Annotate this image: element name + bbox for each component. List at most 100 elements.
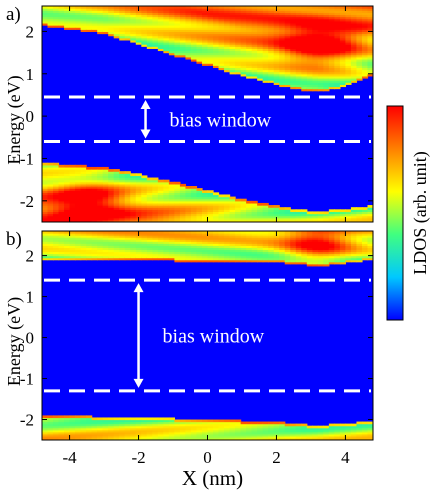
heatmap-cell xyxy=(257,215,264,219)
heatmap-cell xyxy=(240,198,247,202)
heatmap-cell xyxy=(130,417,137,421)
heatmap-cell xyxy=(207,42,214,45)
heatmap-cell xyxy=(91,435,98,439)
heatmap-cell xyxy=(141,423,148,427)
heatmap-cell xyxy=(240,67,247,71)
heatmap-cell xyxy=(80,20,87,24)
heatmap-cell xyxy=(163,205,170,208)
heatmap-cell xyxy=(196,249,203,253)
heatmap-cell xyxy=(69,196,76,200)
heatmap-cell xyxy=(218,200,225,204)
heatmap-cell xyxy=(185,190,192,193)
heatmap-cell xyxy=(69,183,76,187)
heatmap-cell xyxy=(152,257,159,261)
heatmap-cell xyxy=(279,48,286,52)
heatmap-cell xyxy=(168,253,175,257)
heatmap-cell xyxy=(323,52,330,56)
heatmap-cell xyxy=(207,50,214,54)
heatmap-cell xyxy=(224,25,231,28)
heatmap-cell xyxy=(328,219,335,222)
heatmap-cell xyxy=(306,255,313,259)
heatmap-cell xyxy=(235,239,242,242)
heatmap-cell xyxy=(279,73,286,77)
heatmap-cell xyxy=(58,194,65,198)
heatmap-cell xyxy=(207,243,214,246)
heatmap-cell xyxy=(130,10,137,13)
heatmap-cell xyxy=(268,237,275,240)
heatmap-cell xyxy=(174,42,181,45)
heatmap-cell xyxy=(229,50,236,54)
heatmap-cell xyxy=(119,173,126,177)
heatmap-cell xyxy=(268,54,275,58)
heatmap-cell xyxy=(135,431,142,435)
heatmap-cell xyxy=(190,241,198,244)
heatmap-cell xyxy=(179,50,187,54)
heatmap-cell xyxy=(323,217,330,221)
heatmap-cell xyxy=(157,37,164,41)
heatmap-cell xyxy=(58,16,65,20)
heatmap-cell xyxy=(262,249,269,253)
heatmap-cell xyxy=(295,75,302,79)
heatmap-cell xyxy=(124,173,131,177)
heatmap-cell xyxy=(350,431,358,435)
heatmap-cell xyxy=(157,431,164,435)
heatmap-cell xyxy=(240,200,247,204)
heatmap-cell xyxy=(157,205,164,208)
heatmap-cell xyxy=(317,46,324,49)
heatmap-cell xyxy=(91,247,98,251)
heatmap-cell xyxy=(262,69,269,73)
heatmap-cell xyxy=(53,235,60,238)
heatmap-cell xyxy=(251,437,258,440)
heatmap-cell xyxy=(367,50,373,54)
heatmap-cell xyxy=(119,435,126,439)
heatmap-cell xyxy=(268,10,275,13)
heatmap-cell xyxy=(273,14,280,18)
heatmap-cell xyxy=(108,10,115,13)
heatmap-cell xyxy=(257,259,264,263)
heatmap-cell xyxy=(235,433,242,437)
heatmap-cell xyxy=(174,181,181,185)
heatmap-cell xyxy=(350,22,358,26)
heatmap-cell xyxy=(350,12,358,16)
heatmap-cell xyxy=(361,6,369,9)
heatmap-cell xyxy=(295,423,302,427)
heatmap-cell xyxy=(146,417,153,421)
heatmap-cell xyxy=(213,27,220,30)
heatmap-cell xyxy=(179,431,187,435)
heatmap-cell xyxy=(218,259,225,263)
heatmap-cell xyxy=(284,25,291,28)
heatmap-cell xyxy=(97,215,104,219)
heatmap-cell xyxy=(240,69,247,73)
heatmap-cell xyxy=(240,18,247,22)
heatmap-cell xyxy=(185,433,192,437)
heatmap-cell xyxy=(213,427,220,431)
heatmap-cell xyxy=(367,25,373,28)
heatmap-cell xyxy=(196,20,203,24)
heatmap-cell xyxy=(80,237,87,240)
heatmap-cell xyxy=(262,253,269,257)
heatmap-cell xyxy=(213,235,220,238)
heatmap-cell xyxy=(218,205,225,208)
heatmap-cell xyxy=(246,253,253,257)
heatmap-cell xyxy=(317,237,324,240)
heatmap-cell xyxy=(75,433,82,437)
heatmap-cell xyxy=(229,198,236,202)
heatmap-cell xyxy=(58,18,65,22)
heatmap-cell xyxy=(47,192,54,196)
heatmap-cell xyxy=(108,239,115,242)
heatmap-cell xyxy=(174,46,181,49)
heatmap-cell xyxy=(339,213,347,217)
heatmap-cell xyxy=(279,253,286,257)
heatmap-cell xyxy=(113,235,120,238)
heatmap-cell xyxy=(47,235,54,238)
heatmap-cell xyxy=(113,425,120,429)
heatmap-cell xyxy=(168,27,175,30)
heatmap-cell xyxy=(141,20,148,24)
heatmap-cell xyxy=(328,425,335,429)
heatmap-cell xyxy=(64,213,71,217)
heatmap-cell xyxy=(196,46,203,49)
heatmap-cell xyxy=(284,50,291,54)
heatmap-cell xyxy=(163,255,170,259)
heatmap-cell xyxy=(361,207,369,210)
heatmap-cell xyxy=(251,63,258,66)
